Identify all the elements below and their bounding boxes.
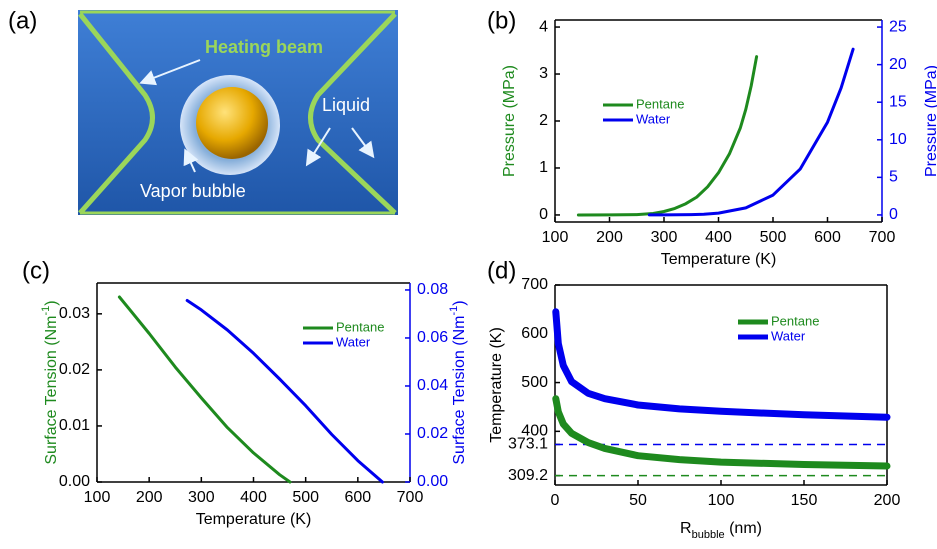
y-tick-label: 0.03 <box>59 305 90 322</box>
x-tick-label: 400 <box>240 489 267 506</box>
x-tick-label: 100 <box>708 492 735 509</box>
y-tick-label: 1 <box>539 159 548 176</box>
axis-label-part: Surface Tension (Nm <box>43 316 60 465</box>
axis-label: Temperature (K) <box>196 511 312 528</box>
legend-label: Pentane <box>771 313 819 328</box>
schematic: (a) Heating beam Liquid Vapor bubble <box>8 7 398 215</box>
schematic-label: Vapor bubble <box>140 181 246 201</box>
y2-tick-label: 20 <box>889 56 907 73</box>
axis-label-part: Pressure (MPa) <box>501 65 518 177</box>
x-tick-label: 700 <box>869 229 896 246</box>
axis-label-part: Surface Tension (Nm <box>451 316 468 465</box>
x-tick-label: 0 <box>551 492 560 509</box>
x-tick-label: 600 <box>814 229 841 246</box>
panel-label: (b) <box>487 7 516 34</box>
y2-tick-label: 25 <box>889 18 907 35</box>
x-tick-label: 100 <box>542 229 569 246</box>
x-tick-label: 150 <box>791 492 818 509</box>
legend-label: Pentane <box>636 96 684 111</box>
axis-label: Temperature (K) <box>661 251 777 268</box>
y-tick-label: 0.02 <box>59 361 90 378</box>
y2-tick-label: 5 <box>889 169 898 186</box>
axis-label: Surface Tension (Nm-1) <box>448 300 468 464</box>
x-tick-label: 200 <box>874 492 901 509</box>
axis-label-part: Temperature (K) <box>488 327 505 443</box>
y-tick-label: 3 <box>539 65 548 82</box>
nanoparticle <box>196 87 268 159</box>
series-line <box>119 297 290 482</box>
series-line <box>649 49 853 215</box>
y-tick-label: 700 <box>521 276 548 293</box>
axis-label: Rbubble (nm) <box>680 520 762 541</box>
y-tick-label: 0.00 <box>59 473 90 490</box>
legend-label: Water <box>336 334 371 349</box>
x-tick-label: 50 <box>629 492 647 509</box>
x-tick-label: 300 <box>651 229 678 246</box>
y2-tick-label: 0 <box>889 206 898 223</box>
y-tick-label: 0 <box>539 206 548 223</box>
series-line <box>578 57 756 215</box>
axis-label-part: bubble <box>692 529 725 541</box>
axis-label-part: -1 <box>448 306 460 316</box>
x-tick-label: 100 <box>84 489 111 506</box>
x-tick-label: 600 <box>344 489 371 506</box>
x-tick-label: 200 <box>136 489 163 506</box>
axis-label-part: (nm) <box>725 520 762 537</box>
y-tick-label: 2 <box>539 112 548 129</box>
axis-label-part: Pressure (MPa) <box>923 65 937 177</box>
y2-tick-label: 0.08 <box>417 281 448 298</box>
series-line <box>556 312 887 417</box>
axis-label-part: -1 <box>40 306 52 316</box>
y2-tick-label: 0.06 <box>417 329 448 346</box>
x-tick-label: 700 <box>397 489 424 506</box>
axis-label-part: ) <box>43 300 60 305</box>
axis-label: Temperature (K) <box>488 327 505 443</box>
legend-label: Water <box>636 111 671 126</box>
y-tick-label: 309.2 <box>508 467 548 484</box>
y-tick-label: 0.01 <box>59 417 90 434</box>
axis-label-part: ) <box>451 300 468 305</box>
y2-tick-label: 15 <box>889 93 907 110</box>
x-tick-label: 500 <box>760 229 787 246</box>
axis-label-part: R <box>680 520 692 537</box>
y2-tick-label: 0.02 <box>417 425 448 442</box>
axis-label: Pressure (MPa) <box>923 65 937 177</box>
legend-label: Water <box>771 328 806 343</box>
y-tick-label: 4 <box>539 18 548 35</box>
axis-label: Surface Tension (Nm-1) <box>40 300 60 464</box>
legend-label: Pentane <box>336 319 384 334</box>
x-tick-label: 200 <box>596 229 623 246</box>
y2-tick-label: 0.04 <box>417 377 448 394</box>
figure: (a) Heating beam Liquid Vapor bubble (b)… <box>0 0 937 544</box>
y-tick-label: 600 <box>521 325 548 342</box>
schematic-label: Liquid <box>322 95 370 115</box>
x-tick-label: 300 <box>188 489 215 506</box>
x-tick-label: 400 <box>705 229 732 246</box>
panel-label: (d) <box>487 257 516 284</box>
axis-label: Pressure (MPa) <box>501 65 518 177</box>
panel-label: (c) <box>22 257 50 284</box>
x-tick-label: 500 <box>292 489 319 506</box>
y-tick-label: 400 <box>521 423 548 440</box>
y-tick-label: 500 <box>521 374 548 391</box>
y2-tick-label: 10 <box>889 131 907 148</box>
panel-label: (a) <box>8 7 37 34</box>
y2-tick-label: 0.00 <box>417 473 448 490</box>
schematic-label: Heating beam <box>205 37 323 57</box>
